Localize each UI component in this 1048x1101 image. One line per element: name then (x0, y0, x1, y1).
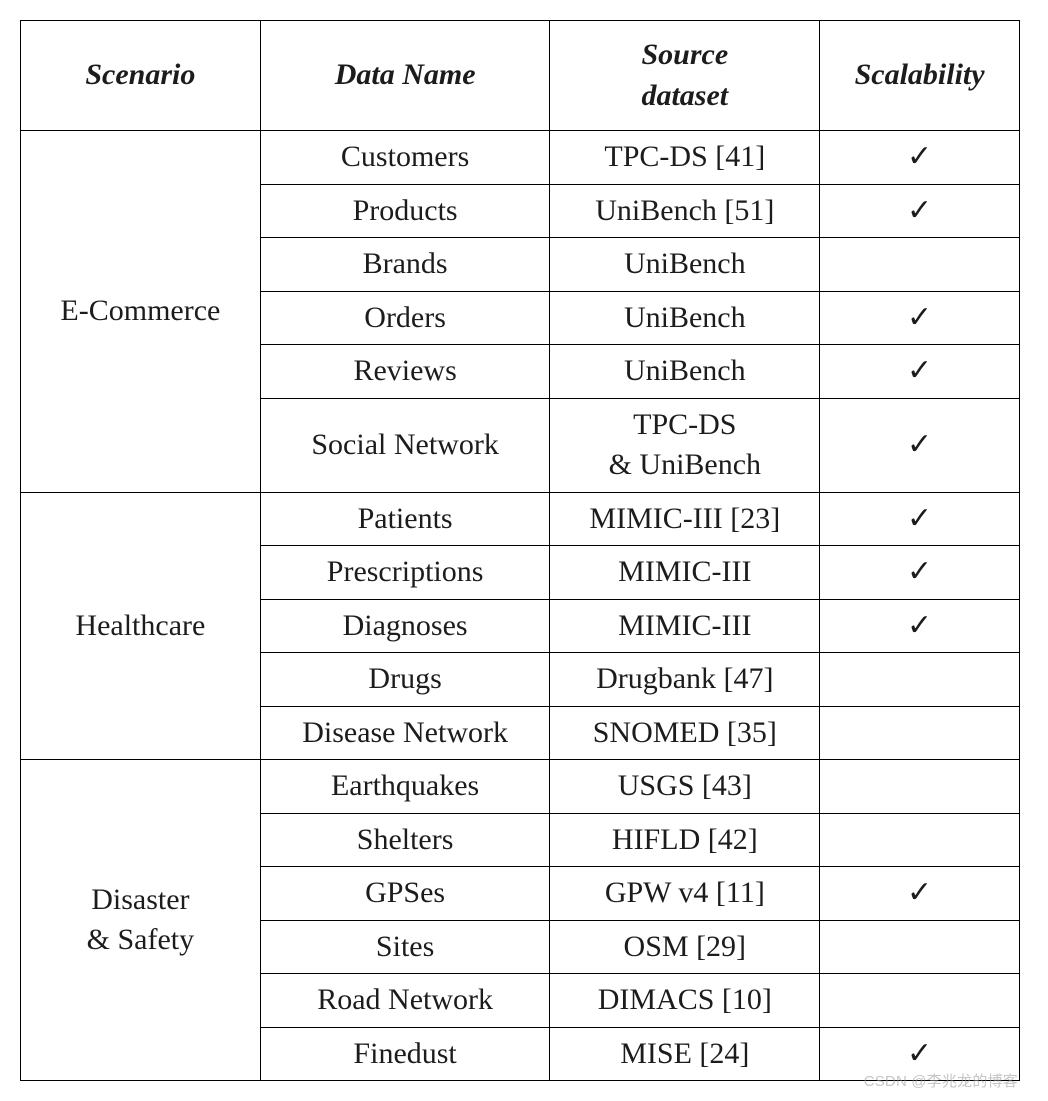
data-name-cell: Sites (260, 920, 550, 974)
source-cell: UniBench (550, 238, 820, 292)
data-name-cell: Products (260, 184, 550, 238)
check-icon: ✓ (907, 301, 932, 334)
source-cell: SNOMED [35] (550, 706, 820, 760)
source-cell: USGS [43] (550, 760, 820, 814)
data-name-cell: Orders (260, 291, 550, 345)
data-name-cell: Social Network (260, 398, 550, 492)
data-name-cell: Brands (260, 238, 550, 292)
source-cell: UniBench (550, 345, 820, 399)
check-icon: ✓ (907, 140, 932, 173)
data-name-cell: Drugs (260, 653, 550, 707)
scalability-cell: ✓ (820, 345, 1020, 399)
scalability-cell (820, 813, 1020, 867)
check-icon: ✓ (907, 1037, 932, 1070)
check-icon: ✓ (907, 194, 932, 227)
data-name-cell: Patients (260, 492, 550, 546)
data-table: ScenarioData NameSourcedatasetScalabilit… (20, 20, 1020, 1081)
header-row: ScenarioData NameSourcedatasetScalabilit… (21, 21, 1020, 131)
scalability-cell (820, 653, 1020, 707)
check-icon: ✓ (907, 609, 932, 642)
source-cell: TPC-DS& UniBench (550, 398, 820, 492)
scalability-cell (820, 760, 1020, 814)
scalability-cell (820, 974, 1020, 1028)
scenario-cell: Disaster& Safety (21, 760, 261, 1081)
source-cell: MIMIC-III [23] (550, 492, 820, 546)
col-header: Scalability (820, 21, 1020, 131)
source-cell: OSM [29] (550, 920, 820, 974)
scalability-cell: ✓ (820, 546, 1020, 600)
check-icon: ✓ (907, 354, 932, 387)
data-name-cell: Road Network (260, 974, 550, 1028)
scalability-cell: ✓ (820, 492, 1020, 546)
data-name-cell: Diagnoses (260, 599, 550, 653)
check-icon: ✓ (907, 555, 932, 588)
source-cell: DIMACS [10] (550, 974, 820, 1028)
data-name-cell: Shelters (260, 813, 550, 867)
source-cell: HIFLD [42] (550, 813, 820, 867)
scalability-cell: ✓ (820, 131, 1020, 185)
source-cell: MISE [24] (550, 1027, 820, 1081)
source-cell: UniBench (550, 291, 820, 345)
scalability-cell: ✓ (820, 398, 1020, 492)
data-name-cell: GPSes (260, 867, 550, 921)
source-cell: MIMIC-III (550, 599, 820, 653)
table-head: ScenarioData NameSourcedatasetScalabilit… (21, 21, 1020, 131)
scalability-cell (820, 238, 1020, 292)
scenario-cell: Healthcare (21, 492, 261, 760)
data-name-cell: Customers (260, 131, 550, 185)
scenario-cell: E-Commerce (21, 131, 261, 493)
scalability-cell (820, 920, 1020, 974)
check-icon: ✓ (907, 502, 932, 535)
table-row: Disaster& SafetyEarthquakesUSGS [43] (21, 760, 1020, 814)
scalability-cell: ✓ (820, 867, 1020, 921)
scalability-cell: ✓ (820, 599, 1020, 653)
table-body: E-CommerceCustomersTPC-DS [41]✓ProductsU… (21, 131, 1020, 1081)
data-name-cell: Disease Network (260, 706, 550, 760)
col-header: Sourcedataset (550, 21, 820, 131)
check-icon: ✓ (907, 428, 932, 461)
scalability-cell: ✓ (820, 291, 1020, 345)
data-name-cell: Finedust (260, 1027, 550, 1081)
check-icon: ✓ (907, 876, 932, 909)
data-name-cell: Reviews (260, 345, 550, 399)
source-cell: Drugbank [47] (550, 653, 820, 707)
col-header: Scenario (21, 21, 261, 131)
table-row: HealthcarePatientsMIMIC-III [23]✓ (21, 492, 1020, 546)
source-cell: UniBench [51] (550, 184, 820, 238)
watermark-text: CSDN @李兆龙的博客 (864, 1070, 1018, 1091)
scalability-cell (820, 706, 1020, 760)
source-cell: MIMIC-III (550, 546, 820, 600)
scalability-cell: ✓ (820, 184, 1020, 238)
data-name-cell: Earthquakes (260, 760, 550, 814)
table-row: E-CommerceCustomersTPC-DS [41]✓ (21, 131, 1020, 185)
data-name-cell: Prescriptions (260, 546, 550, 600)
col-header: Data Name (260, 21, 550, 131)
source-cell: GPW v4 [11] (550, 867, 820, 921)
source-cell: TPC-DS [41] (550, 131, 820, 185)
